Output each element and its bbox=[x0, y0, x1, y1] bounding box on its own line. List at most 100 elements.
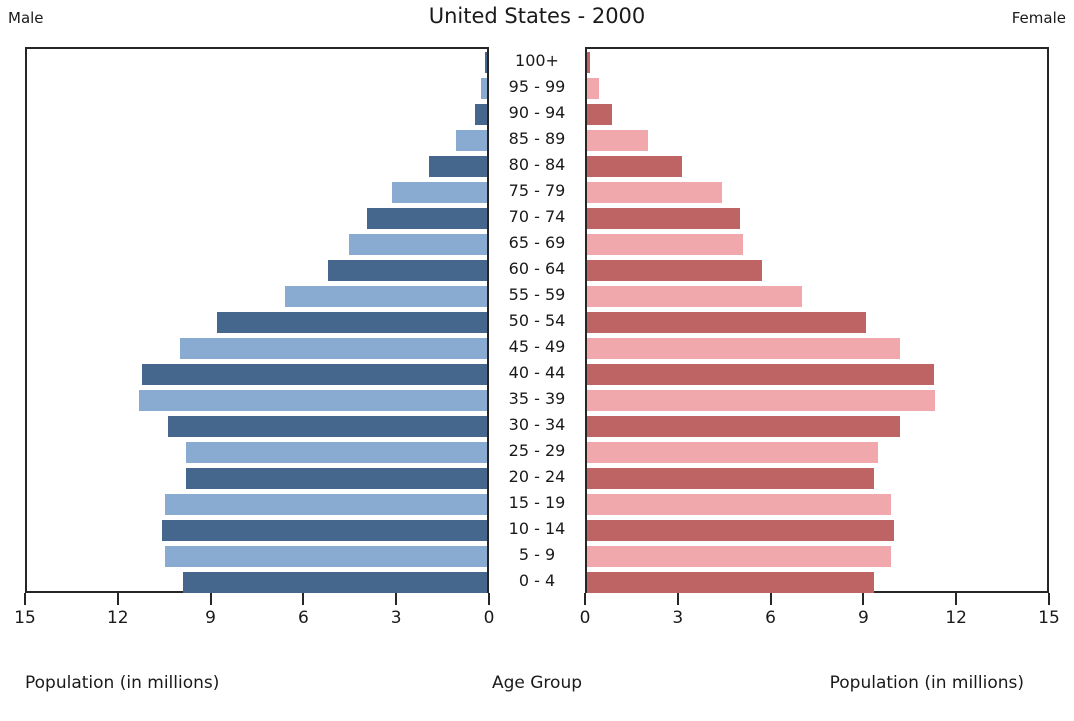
age-group-label: 10 - 14 bbox=[508, 518, 566, 538]
female-bar-95 - 99 bbox=[587, 77, 600, 99]
male-axis-title: Population (in millions) bbox=[25, 673, 220, 693]
male-row-40 - 44 bbox=[27, 361, 487, 387]
x-tick-mark bbox=[1048, 593, 1050, 605]
x-tick-mark bbox=[676, 593, 679, 605]
male-side-label: Male bbox=[8, 9, 44, 27]
female-row-100+ bbox=[587, 49, 1047, 75]
male-bar-55 - 59 bbox=[284, 285, 487, 307]
male-bar-70 - 74 bbox=[367, 207, 487, 229]
male-bar-10 - 14 bbox=[161, 519, 487, 541]
male-row-75 - 79 bbox=[27, 179, 487, 205]
x-tick-mark bbox=[862, 593, 865, 605]
male-bar-60 - 64 bbox=[327, 259, 487, 281]
female-bar-15 - 19 bbox=[587, 493, 891, 515]
female-row-80 - 84 bbox=[587, 153, 1047, 179]
male-row-70 - 74 bbox=[27, 205, 487, 231]
male-bar-5 - 9 bbox=[165, 545, 487, 567]
age-group-label: 5 - 9 bbox=[518, 544, 556, 564]
x-tick-label: 15 bbox=[14, 608, 36, 628]
x-tick-mark bbox=[209, 593, 212, 605]
x-tick-mark bbox=[769, 593, 772, 605]
age-group-label: 15 - 19 bbox=[508, 492, 566, 512]
male-row-80 - 84 bbox=[27, 153, 487, 179]
female-row-5 - 9 bbox=[587, 543, 1047, 569]
male-row-0 - 4 bbox=[27, 569, 487, 595]
male-row-35 - 39 bbox=[27, 387, 487, 413]
female-x-axis: 0 3 6 9 12 15 bbox=[580, 593, 1060, 633]
female-bar-45 - 49 bbox=[587, 337, 900, 359]
male-row-100+ bbox=[27, 49, 487, 75]
female-bar-30 - 34 bbox=[587, 415, 900, 437]
female-bar-75 - 79 bbox=[587, 181, 722, 203]
male-row-25 - 29 bbox=[27, 439, 487, 465]
female-row-65 - 69 bbox=[587, 231, 1047, 257]
male-row-95 - 99 bbox=[27, 75, 487, 101]
x-tick-label: 15 bbox=[1038, 608, 1060, 628]
x-tick-mark bbox=[395, 593, 398, 605]
x-tick-mark bbox=[24, 593, 26, 605]
chart-title: United States - 2000 bbox=[428, 4, 646, 28]
male-bar-75 - 79 bbox=[391, 181, 487, 203]
female-bar-5 - 9 bbox=[587, 545, 891, 567]
female-row-50 - 54 bbox=[587, 309, 1047, 335]
x-tick-label: 12 bbox=[106, 608, 129, 628]
age-group-label: 60 - 64 bbox=[508, 258, 566, 278]
age-group-label: 75 - 79 bbox=[508, 180, 566, 200]
female-bar-10 - 14 bbox=[587, 519, 894, 541]
male-bar-85 - 89 bbox=[456, 129, 487, 151]
male-bar-80 - 84 bbox=[428, 155, 487, 177]
female-bar-70 - 74 bbox=[587, 207, 741, 229]
x-tick-label: 3 bbox=[390, 608, 402, 628]
female-row-40 - 44 bbox=[587, 361, 1047, 387]
female-bar-60 - 64 bbox=[587, 259, 762, 281]
x-tick-mark bbox=[116, 593, 119, 605]
male-row-55 - 59 bbox=[27, 283, 487, 309]
male-row-15 - 19 bbox=[27, 491, 487, 517]
male-bar-40 - 44 bbox=[142, 363, 487, 385]
male-bar-35 - 39 bbox=[138, 389, 487, 411]
male-bar-15 - 19 bbox=[165, 493, 487, 515]
male-row-90 - 94 bbox=[27, 101, 487, 127]
age-group-label: 85 - 89 bbox=[508, 128, 566, 148]
male-bar-50 - 54 bbox=[217, 311, 487, 333]
age-group-label: 95 - 99 bbox=[508, 76, 566, 96]
x-tick-label: 0 bbox=[579, 608, 591, 628]
male-row-20 - 24 bbox=[27, 465, 487, 491]
x-tick-mark bbox=[488, 593, 490, 605]
female-bar-20 - 24 bbox=[587, 467, 874, 489]
female-row-55 - 59 bbox=[587, 283, 1047, 309]
female-bar-55 - 59 bbox=[587, 285, 802, 307]
age-group-label: 40 - 44 bbox=[508, 362, 566, 382]
x-tick-label: 9 bbox=[205, 608, 217, 628]
male-row-30 - 34 bbox=[27, 413, 487, 439]
age-group-label: 0 - 4 bbox=[518, 570, 556, 590]
female-row-60 - 64 bbox=[587, 257, 1047, 283]
male-row-85 - 89 bbox=[27, 127, 487, 153]
female-row-30 - 34 bbox=[587, 413, 1047, 439]
x-tick-label: 9 bbox=[857, 608, 869, 628]
male-bar-20 - 24 bbox=[186, 467, 487, 489]
age-group-label: 90 - 94 bbox=[508, 102, 566, 122]
female-row-45 - 49 bbox=[587, 335, 1047, 361]
female-row-25 - 29 bbox=[587, 439, 1047, 465]
female-bar-35 - 39 bbox=[587, 389, 936, 411]
male-bar-95 - 99 bbox=[480, 77, 487, 99]
x-tick-label: 12 bbox=[945, 608, 968, 628]
female-bar-25 - 29 bbox=[587, 441, 879, 463]
male-bar-100+ bbox=[485, 51, 487, 73]
age-group-label: 35 - 39 bbox=[508, 388, 566, 408]
female-row-10 - 14 bbox=[587, 517, 1047, 543]
male-row-65 - 69 bbox=[27, 231, 487, 257]
female-bar-50 - 54 bbox=[587, 311, 867, 333]
female-row-85 - 89 bbox=[587, 127, 1047, 153]
age-group-label: 20 - 24 bbox=[508, 466, 566, 486]
age-group-label: 50 - 54 bbox=[508, 310, 566, 330]
female-bar-80 - 84 bbox=[587, 155, 683, 177]
female-bar-85 - 89 bbox=[587, 129, 649, 151]
female-bar-40 - 44 bbox=[587, 363, 934, 385]
female-bar-100+ bbox=[587, 51, 591, 73]
x-tick-mark bbox=[302, 593, 305, 605]
female-row-90 - 94 bbox=[587, 101, 1047, 127]
x-tick-label: 0 bbox=[483, 608, 495, 628]
